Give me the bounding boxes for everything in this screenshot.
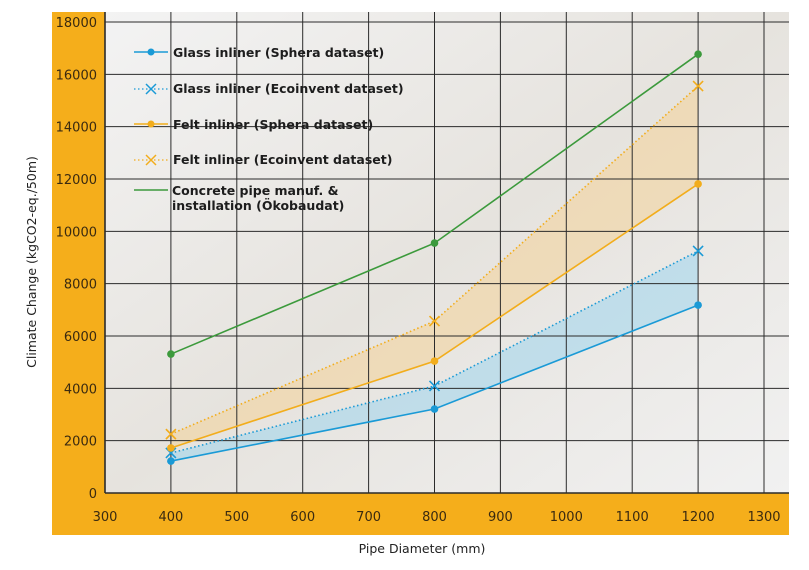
legend-item-felt-ecoinvent: Felt inliner (Ecoinvent dataset) <box>134 152 392 167</box>
data-point <box>430 405 439 413</box>
y-tick-label: 18000 <box>56 16 97 31</box>
x-tick-label: 600 <box>290 510 315 525</box>
circle-marker-icon <box>147 120 155 128</box>
data-point <box>167 444 175 452</box>
x-marker-icon <box>145 83 157 95</box>
x-tick-label: 900 <box>488 510 513 525</box>
svg-text:Felt inliner (Ecoinvent datase: Felt inliner (Ecoinvent dataset) <box>173 152 392 167</box>
x-tick-label: 300 <box>93 510 118 525</box>
svg-text:installation (Ökobaudat): installation (Ökobaudat) <box>172 198 344 213</box>
grid-lines <box>104 12 789 494</box>
x-tick-label: 800 <box>422 510 447 525</box>
y-tick-label: 2000 <box>64 435 97 450</box>
data-point <box>692 245 704 257</box>
data-point <box>428 380 441 392</box>
data-point <box>167 350 175 358</box>
x-axis-label: Pipe Diameter (mm) <box>359 541 486 556</box>
data-series <box>165 50 704 465</box>
y-axis-label: Climate Change (kgCO2-eq./50m) <box>24 156 39 368</box>
svg-text:Glass inliner (Ecoinvent datas: Glass inliner (Ecoinvent dataset) <box>173 81 404 96</box>
data-point <box>428 315 441 327</box>
data-point <box>694 180 702 188</box>
x-tick-label: 1300 <box>747 510 780 525</box>
data-point <box>430 357 439 365</box>
legend-item-glass-ecoinvent: Glass inliner (Ecoinvent dataset) <box>134 81 404 96</box>
data-point <box>694 301 702 309</box>
series-line <box>167 301 702 465</box>
y-axis-ticks: 0 2000 4000 6000 8000 10000 12000 14000 16000 180… <box>56 16 97 502</box>
series-line <box>165 245 704 459</box>
y-tick-label: 10000 <box>56 225 97 240</box>
circle-marker-icon <box>147 48 155 56</box>
x-tick-label: 1200 <box>682 510 715 525</box>
x-tick-label: 400 <box>158 510 183 525</box>
x-tick-label: 500 <box>224 510 249 525</box>
legend-item-felt-sphera: Felt inliner (Sphera dataset) <box>134 117 373 132</box>
legend-item-glass-sphera: Glass inliner (Sphera dataset) <box>134 45 384 60</box>
series-line <box>167 180 702 452</box>
legend-item-concrete: Concrete pipe manuf. & installation (Öko… <box>134 183 344 213</box>
y-tick-label: 14000 <box>56 121 97 136</box>
x-tick-label: 1000 <box>550 510 583 525</box>
svg-text:Glass inliner (Sphera dataset): Glass inliner (Sphera dataset) <box>173 45 384 60</box>
svg-text:Concrete pipe manuf. &: Concrete pipe manuf. & <box>172 183 339 198</box>
data-point <box>430 239 439 247</box>
data-point <box>692 80 704 92</box>
x-marker-icon <box>145 154 157 166</box>
x-tick-label: 1100 <box>616 510 649 525</box>
data-point <box>167 457 175 465</box>
x-axis-ticks: 300 400 500 600 700 800 900 1000 1100 1200 1300 <box>93 510 781 525</box>
y-tick-label: 4000 <box>64 382 97 397</box>
y-tick-label: 12000 <box>56 173 97 188</box>
data-point <box>694 50 702 58</box>
x-tick-label: 700 <box>356 510 381 525</box>
data-point <box>165 428 177 440</box>
y-tick-label: 6000 <box>64 330 97 345</box>
series-line <box>165 80 704 440</box>
y-tick-label: 16000 <box>56 68 97 83</box>
svg-text:Felt inliner (Sphera dataset): Felt inliner (Sphera dataset) <box>173 117 373 132</box>
y-tick-label: 0 <box>89 487 97 502</box>
legend: Glass inliner (Sphera dataset) Glass inl… <box>134 45 404 213</box>
series-line <box>167 50 702 358</box>
y-tick-label: 8000 <box>64 278 97 293</box>
